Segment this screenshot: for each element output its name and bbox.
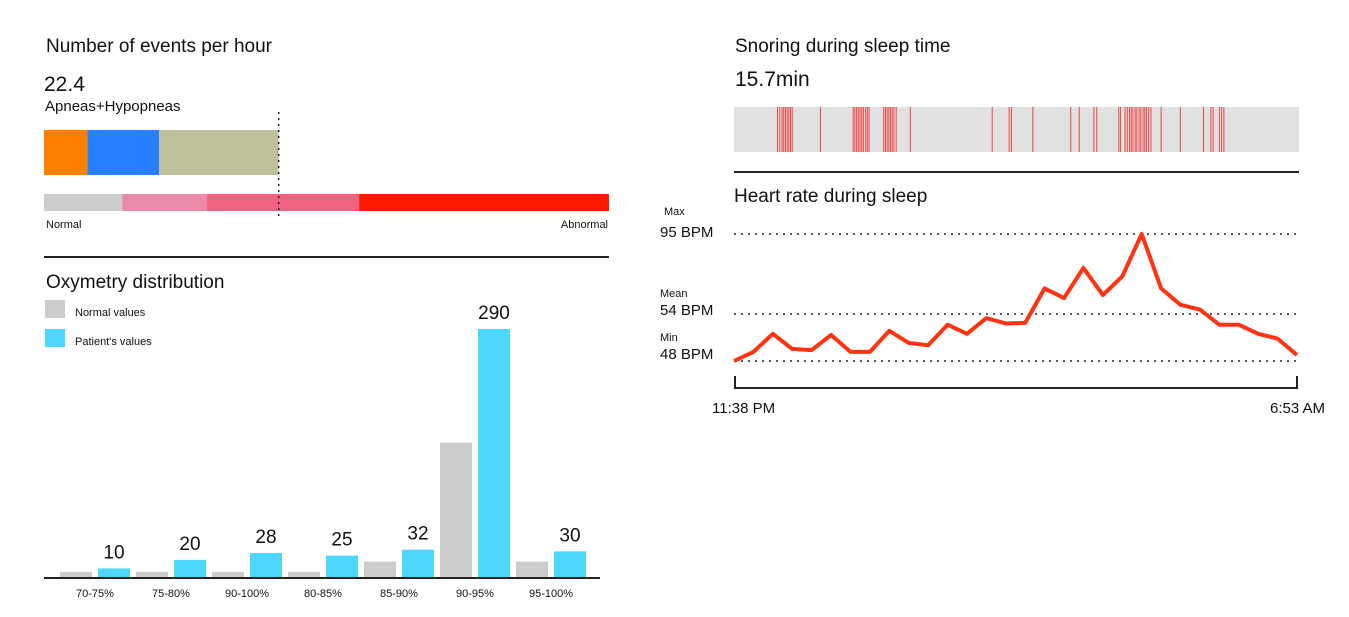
hr-series-line — [733, 232, 1299, 363]
bar-patient-95-100% — [554, 551, 586, 577]
bar-patient-85-90% — [402, 549, 434, 577]
data-label-85-90%: 32 — [407, 524, 428, 545]
bar-normal-90-95% — [440, 442, 472, 577]
x-tick-label-90-95%: 90-95% — [456, 588, 494, 600]
hr-start-time: 11:38 PM — [712, 400, 776, 417]
oxy-bars: 10 70-75% 20 75-80% 28 90-100% 25 80-85% 32 85-90… — [60, 303, 586, 600]
events-bar-segment-0 — [44, 130, 88, 175]
events-title: Number of events per hour — [46, 36, 273, 57]
severity-band-2 — [206, 194, 360, 211]
oxy-title: Oxymetry distribution — [46, 272, 225, 293]
data-label-90-100%: 28 — [255, 527, 276, 548]
x-tick-label-70-75%: 70-75% — [76, 588, 114, 600]
hr-max-label: 95 BPM — [660, 224, 714, 241]
hr-mean-label: 54 BPM — [660, 302, 714, 319]
severity-band-3 — [359, 194, 609, 211]
x-tick-label-85-90%: 85-90% — [380, 588, 418, 600]
x-tick-label-80-85%: 80-85% — [304, 588, 342, 600]
data-label-80-85%: 25 — [331, 530, 352, 551]
data-label-90-95%: 290 — [478, 303, 510, 324]
legend-patient-label: Patient's values — [75, 336, 152, 348]
bar-normal-95-100% — [516, 561, 548, 577]
scale-normal-label: Normal — [46, 219, 82, 231]
hr-end-time: 6:53 AM — [1270, 400, 1326, 417]
events-severity-scale — [44, 194, 609, 211]
data-label-70-75%: 10 — [103, 542, 124, 563]
bar-patient-80-85% — [326, 555, 358, 577]
x-tick-label-75-80%: 75-80% — [152, 588, 190, 600]
bar-normal-70-75% — [60, 571, 92, 577]
data-label-95-100%: 30 — [559, 525, 580, 546]
snoring-track — [734, 107, 1299, 152]
legend-normal-swatch — [45, 300, 65, 318]
bar-normal-85-90% — [364, 561, 396, 577]
severity-band-1 — [122, 194, 207, 211]
x-tick-label-95-100%: 95-100% — [529, 588, 573, 600]
hr-min-caption: Min — [660, 332, 678, 344]
bar-patient-90-95% — [478, 329, 510, 577]
hr-min-label: 48 BPM — [660, 346, 714, 363]
bar-patient-70-75% — [98, 568, 130, 577]
hr-title: Heart rate during sleep — [734, 186, 928, 207]
events-bar-segment-1 — [87, 130, 160, 175]
data-label-75-80%: 20 — [179, 534, 200, 555]
events-value: 22.4 — [44, 73, 85, 96]
x-tick-label-90-100%: 90-100% — [225, 588, 269, 600]
events-subtitle: Apneas+Hypopneas — [45, 98, 181, 115]
bar-normal-80-85% — [288, 571, 320, 577]
bar-patient-90-100% — [250, 553, 282, 577]
severity-band-0 — [44, 194, 123, 211]
legend-patient-swatch — [45, 329, 65, 347]
snoring-events — [777, 107, 1225, 152]
bar-normal-90-100% — [212, 571, 244, 577]
events-bars — [44, 130, 279, 175]
snoring-value: 15.7min — [735, 68, 810, 91]
bar-patient-75-80% — [174, 559, 206, 577]
bar-normal-75-80% — [136, 571, 168, 577]
legend-normal-label: Normal values — [75, 307, 146, 319]
section-divider-right — [734, 171, 1299, 173]
hr-mean-caption: Mean — [660, 288, 688, 300]
hr-max-caption: Max — [664, 206, 685, 218]
events-bar-segment-2 — [159, 130, 279, 175]
scale-abnormal-label: Abnormal — [560, 219, 608, 231]
section-divider-left — [44, 256, 609, 258]
snoring-title: Snoring during sleep time — [735, 36, 951, 57]
